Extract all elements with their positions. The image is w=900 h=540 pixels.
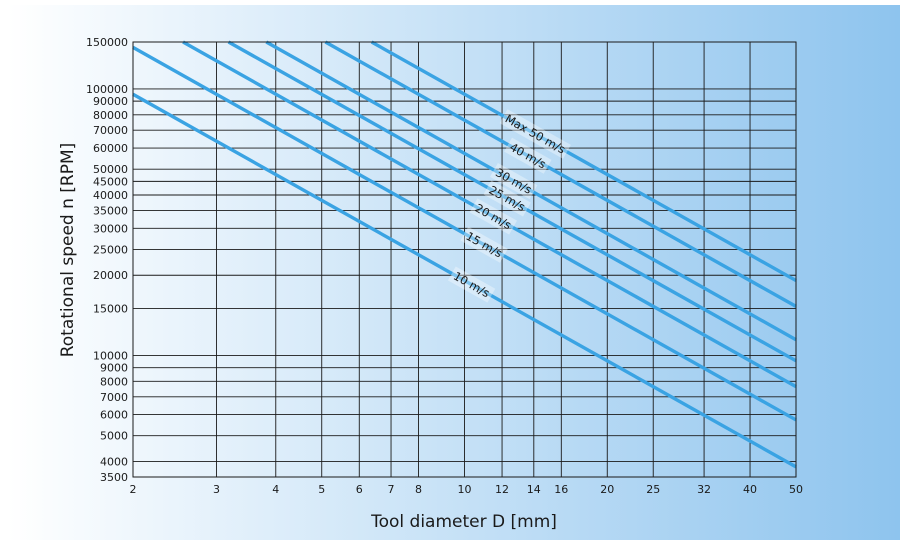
x-tick-label: 6: [356, 483, 363, 496]
x-axis-label: Tool diameter D [mm]: [370, 512, 557, 532]
series-line: [132, 45, 797, 422]
series-line: [132, 92, 797, 469]
series-line: [227, 40, 797, 363]
y-tick-label: 9000: [100, 362, 128, 375]
series-line: [182, 40, 797, 389]
x-tick-label: 14: [527, 483, 541, 496]
y-tick-label: 3500: [100, 471, 128, 484]
y-tick-label: 6000: [100, 409, 128, 422]
x-tick-label: 16: [554, 483, 568, 496]
y-tick-label: 70000: [93, 124, 128, 137]
x-tick-label: 50: [789, 483, 803, 496]
x-tick-label: 4: [272, 483, 279, 496]
y-tick-label: 20000: [93, 269, 128, 282]
y-tick-label: 30000: [93, 222, 128, 235]
x-tick-label: 12: [495, 483, 509, 496]
x-tick-label: 10: [458, 483, 472, 496]
x-tick-label: 3: [213, 483, 220, 496]
x-tick-label: 7: [388, 483, 395, 496]
x-tick-label: 8: [415, 483, 422, 496]
series-line: [324, 40, 797, 308]
y-tick-label: 8000: [100, 375, 128, 388]
y-tick-label: 150000: [86, 36, 128, 49]
chart-background: [8, 5, 900, 540]
x-tick-label: 5: [318, 483, 325, 496]
y-tick-label: 100000: [86, 83, 128, 96]
series-label-backdrop: [460, 226, 508, 263]
series-label-backdrop: [469, 198, 517, 235]
plot-frame: [132, 41, 797, 478]
series-label-backdrop: [504, 137, 552, 174]
y-tick-label: 50000: [93, 163, 128, 176]
y-tick-label: 35000: [93, 204, 128, 217]
x-tick-label: 32: [697, 483, 711, 496]
series-label-backdrop: [490, 162, 538, 200]
y-tick-label: 10000: [93, 349, 128, 362]
series-label-backdrop: [447, 266, 496, 303]
y-tick-label: 45000: [93, 175, 128, 188]
y-tick-label: 25000: [93, 243, 128, 256]
y-tick-label: 4000: [100, 456, 128, 469]
y-tick-label: 7000: [100, 391, 128, 404]
series-label-backdrop: [499, 109, 571, 159]
x-tick-labels: 2 3 4 5 6 7 8 10 12 14 16 20 25 32 40 50: [130, 483, 804, 496]
x-tick-label: 2: [130, 483, 137, 496]
series-line: [265, 40, 797, 342]
series-label-backdrop: [483, 180, 531, 217]
x-tick-label: 25: [646, 483, 660, 496]
y-tick-label: 5000: [100, 430, 128, 443]
y-tick-label: 40000: [93, 189, 128, 202]
y-tick-label: 90000: [93, 95, 128, 108]
x-tick-label: 20: [600, 483, 614, 496]
series-line: [370, 40, 797, 283]
y-axis-label: Rotational speed n [RPM]: [58, 143, 78, 358]
y-tick-label: 60000: [93, 142, 128, 155]
x-tick-label: 40: [743, 483, 757, 496]
y-tick-label: 80000: [93, 109, 128, 122]
y-tick-label: 15000: [93, 303, 128, 316]
series-lines: [132, 40, 797, 469]
